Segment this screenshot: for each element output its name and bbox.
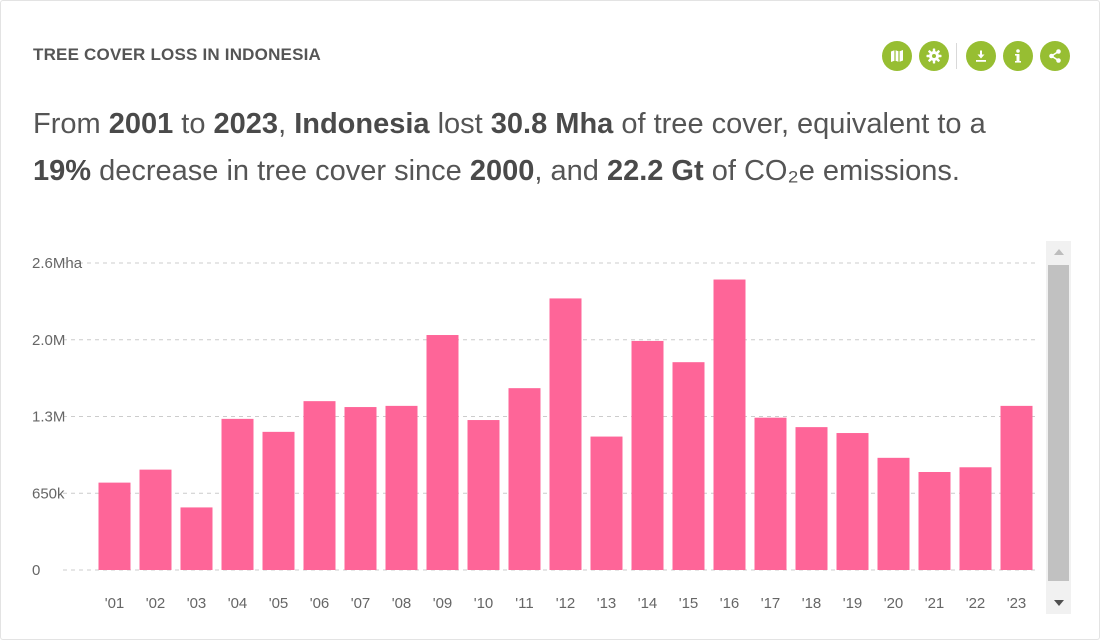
download-button[interactable] <box>966 41 996 71</box>
chart-bar <box>344 407 377 570</box>
chart-bar <box>303 401 336 570</box>
x-tick-label: '21 <box>925 595 945 612</box>
x-tick-label: '17 <box>761 595 781 612</box>
x-tick-label: '19 <box>843 595 863 612</box>
widget-title: TREE COVER LOSS IN INDONESIA <box>33 45 322 64</box>
settings-button[interactable] <box>919 41 949 71</box>
x-tick-label: '20 <box>884 595 904 612</box>
x-tick-label: '08 <box>392 595 412 612</box>
chart-bar <box>180 507 213 570</box>
x-tick-label: '12 <box>556 595 576 612</box>
tree-cover-loss-chart: 0 650k 1.3M 2.0M 2.6Mha '01 '02 '03 '04 '05 '06 '07… <box>32 255 1036 612</box>
x-tick-label: '16 <box>720 595 740 612</box>
map-button[interactable] <box>882 41 912 71</box>
chart-bar <box>631 340 664 570</box>
x-tick-label: '13 <box>597 595 617 612</box>
x-tick-label: '07 <box>351 595 371 612</box>
x-tick-label: '18 <box>802 595 822 612</box>
chart-bar <box>426 335 459 570</box>
share-icon <box>1049 49 1061 63</box>
x-tick-label: '15 <box>679 595 699 612</box>
base-year: 2000 <box>469 155 535 187</box>
y-tick-label: 2.0M <box>32 332 65 349</box>
caret-up-icon <box>1053 249 1064 255</box>
share-button[interactable] <box>1040 41 1070 71</box>
y-tick-label: 650k <box>32 485 65 502</box>
scrollbar-thumb[interactable] <box>1048 265 1069 581</box>
chart-bar <box>98 482 131 570</box>
chart-bar <box>959 467 992 570</box>
x-tick-label: '01 <box>105 595 125 612</box>
caret-down-icon <box>1053 600 1064 606</box>
y-tick-label: 1.3M <box>32 409 65 426</box>
chart-bar <box>385 405 418 570</box>
chart-bar <box>139 469 172 570</box>
scroll-down-arrow[interactable] <box>1046 592 1071 614</box>
x-tick-label: '09 <box>433 595 453 612</box>
chart-bar <box>221 418 254 570</box>
x-tick-label: '10 <box>474 595 494 612</box>
chart-bar <box>877 457 910 570</box>
chart-bar <box>836 433 869 570</box>
toolbar-divider <box>956 43 957 69</box>
x-tick-label: '14 <box>638 595 658 612</box>
gear-icon <box>926 48 942 64</box>
chart-bar <box>918 471 951 570</box>
x-tick-label: '23 <box>1007 595 1027 612</box>
map-icon <box>891 50 903 62</box>
chart-scrollbar[interactable] <box>1046 241 1071 614</box>
chart-bar <box>590 436 623 570</box>
x-tick-label: '11 <box>515 595 533 612</box>
y-tick-label: 0 <box>32 562 40 579</box>
x-tick-label: '02 <box>146 595 166 612</box>
chart-bar <box>672 362 705 570</box>
x-tick-label: '22 <box>966 595 986 612</box>
chart-bar <box>1000 405 1033 570</box>
scroll-up-arrow[interactable] <box>1046 241 1071 263</box>
download-icon <box>976 50 986 62</box>
start-year: 2001 <box>108 108 174 140</box>
x-tick-label: '06 <box>310 595 330 612</box>
chart-bar <box>754 417 787 570</box>
chart-bar <box>508 388 541 570</box>
loss-percent: 19% <box>33 155 92 187</box>
summary-sentence: From 2001 to 2023, Indonesia lost 30.8 M… <box>33 108 986 187</box>
chart-bar <box>549 298 582 570</box>
x-tick-label: '03 <box>187 595 207 612</box>
x-tick-label: '05 <box>269 595 289 612</box>
x-tick-label: '04 <box>228 595 248 612</box>
info-icon <box>1015 49 1021 63</box>
loss-amount: 30.8 Mha <box>490 108 614 140</box>
end-year: 2023 <box>213 108 279 140</box>
chart-bar <box>795 427 828 570</box>
location-name: Indonesia <box>294 108 430 140</box>
emissions-amount: 22.2 Gt <box>606 155 704 187</box>
chart-bar <box>467 420 500 570</box>
chart-bar <box>262 431 295 570</box>
y-tick-label: 2.6Mha <box>32 255 83 272</box>
chart-bar <box>713 279 746 570</box>
info-button[interactable] <box>1003 41 1033 71</box>
